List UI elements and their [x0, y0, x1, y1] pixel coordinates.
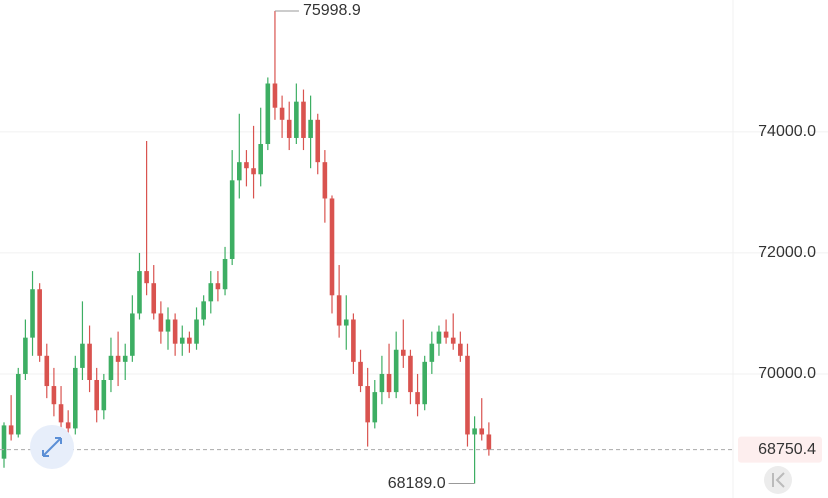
candle-body — [158, 313, 164, 332]
candle-body — [336, 295, 342, 326]
candle-body — [301, 101, 306, 138]
candle-body — [315, 119, 321, 163]
candle-body — [37, 289, 42, 356]
candle-body — [229, 180, 235, 259]
candle-body — [365, 386, 370, 423]
candle-body — [94, 380, 99, 411]
candle-body — [329, 198, 335, 296]
candle-body — [172, 319, 178, 344]
candle-body — [23, 337, 28, 374]
candle-body — [486, 434, 492, 450]
y-tick-label: 72000.0 — [758, 244, 816, 261]
candle-body — [472, 428, 477, 435]
candle-body — [44, 355, 50, 387]
candle-body — [422, 361, 427, 405]
candle-body — [15, 373, 21, 435]
candle-body — [30, 289, 35, 338]
max-label: 75998.9 — [303, 2, 361, 19]
candle-body — [393, 349, 399, 393]
candle-body — [343, 319, 349, 326]
candle-body — [237, 162, 242, 181]
candle-body — [130, 313, 135, 356]
candle-body — [194, 319, 199, 344]
candle-body — [436, 331, 442, 344]
candle-body — [165, 319, 171, 332]
candle-body — [372, 392, 378, 423]
candle-body — [115, 355, 121, 362]
candle-body — [351, 319, 356, 362]
candle-body — [450, 337, 456, 344]
candle-body — [379, 373, 385, 393]
candle-body — [65, 422, 71, 429]
candle-body — [137, 271, 142, 314]
candle-body — [401, 349, 406, 356]
candle-body — [201, 301, 206, 320]
candle-body — [8, 425, 14, 435]
candle-body — [87, 343, 92, 381]
candle-body — [251, 168, 256, 175]
candle-body — [1, 425, 7, 459]
candle-body — [294, 101, 299, 138]
candle-body — [108, 355, 114, 381]
candle-body — [179, 337, 185, 344]
candle-body — [265, 83, 271, 145]
candle-body — [258, 144, 263, 175]
last-price-label: 68750.4 — [758, 441, 816, 458]
candle-body — [279, 107, 285, 120]
candle-body — [51, 386, 57, 405]
candle-body — [122, 355, 128, 362]
candle-body — [244, 162, 249, 169]
candle-body — [187, 337, 192, 344]
candle-body — [222, 258, 228, 290]
candle-body — [458, 343, 463, 356]
candle-body — [208, 283, 214, 302]
candle-body — [151, 283, 157, 314]
candle-body — [144, 271, 149, 284]
candle-body — [408, 355, 413, 393]
candle-body — [215, 283, 221, 290]
candle-body — [386, 373, 392, 393]
candle-body — [429, 343, 435, 362]
candle-body — [479, 428, 485, 435]
candle-body — [358, 361, 363, 387]
candle-body — [443, 331, 449, 338]
last-price-bg — [738, 436, 822, 463]
candle-body — [322, 162, 328, 199]
candle-body — [286, 119, 292, 138]
candle-body — [101, 380, 107, 411]
y-tick-label: 74000.0 — [758, 123, 816, 140]
y-tick-label: 70000.0 — [758, 365, 816, 382]
candle-body — [465, 355, 470, 435]
candle-body — [80, 343, 85, 368]
min-label: 68189.0 — [388, 475, 446, 492]
expand-icon — [42, 437, 62, 457]
candle-body — [73, 367, 78, 429]
candle-body — [272, 83, 278, 108]
candle-body — [58, 404, 64, 423]
candle-body — [308, 119, 313, 138]
candle-body — [415, 392, 420, 405]
back-icon — [772, 472, 785, 488]
